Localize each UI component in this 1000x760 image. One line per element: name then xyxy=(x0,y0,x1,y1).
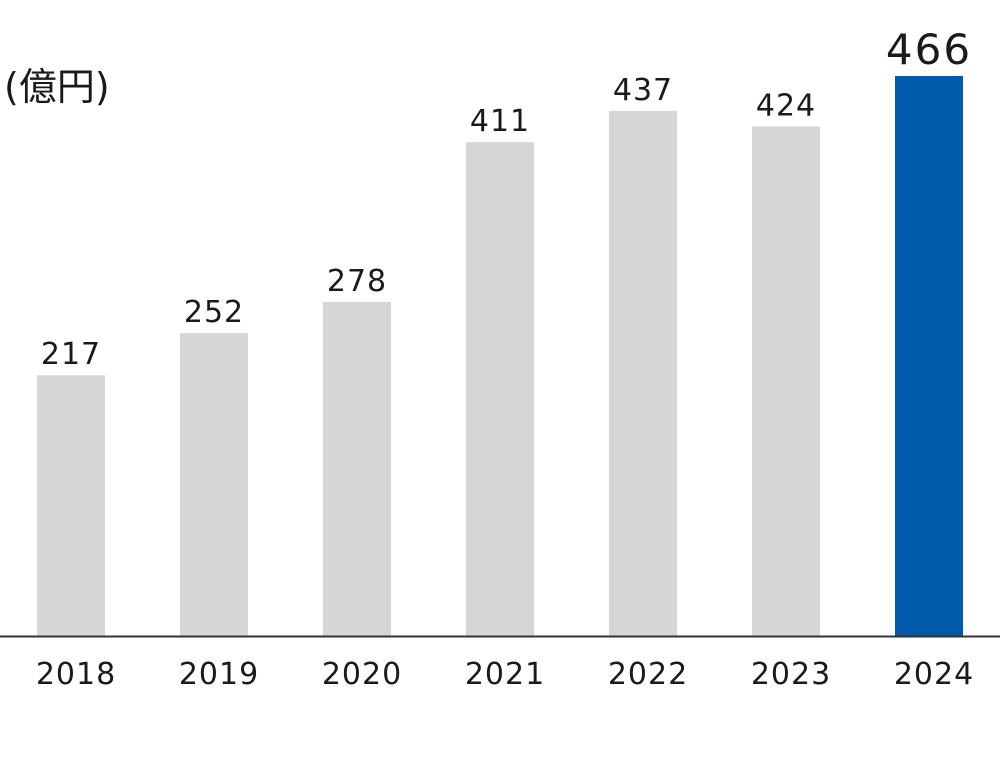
tick-label-2018: 2018 xyxy=(36,657,116,692)
tick-label-2021: 2021 xyxy=(465,657,545,692)
value-label-2018: 217 xyxy=(41,337,101,372)
value-label-2024: 466 xyxy=(886,25,972,74)
bar-2018 xyxy=(37,375,105,636)
bar-2021 xyxy=(466,142,534,636)
bar-2019 xyxy=(180,333,248,636)
bar-2024 xyxy=(895,76,963,636)
tick-label-2024: 2024 xyxy=(894,657,974,692)
value-label-2022: 437 xyxy=(613,73,673,108)
value-labels-group: 217 252 278 411 437 424 466 xyxy=(41,25,972,372)
tick-label-2022: 2022 xyxy=(608,657,688,692)
unit-label: (億円) xyxy=(4,65,110,109)
value-label-2020: 278 xyxy=(327,264,387,299)
tick-label-2019: 2019 xyxy=(179,657,259,692)
tick-label-2020: 2020 xyxy=(322,657,402,692)
tick-labels-group: 2018 2019 2020 2021 2022 2023 2024 xyxy=(36,657,974,692)
tick-label-2023: 2023 xyxy=(751,657,831,692)
value-label-2023: 424 xyxy=(756,88,816,123)
value-label-2021: 411 xyxy=(470,104,530,139)
bar-2022 xyxy=(609,110,677,636)
bar-2023 xyxy=(752,126,820,636)
value-label-2019: 252 xyxy=(184,295,244,330)
bar-2020 xyxy=(323,301,391,636)
bars-group xyxy=(37,76,963,636)
